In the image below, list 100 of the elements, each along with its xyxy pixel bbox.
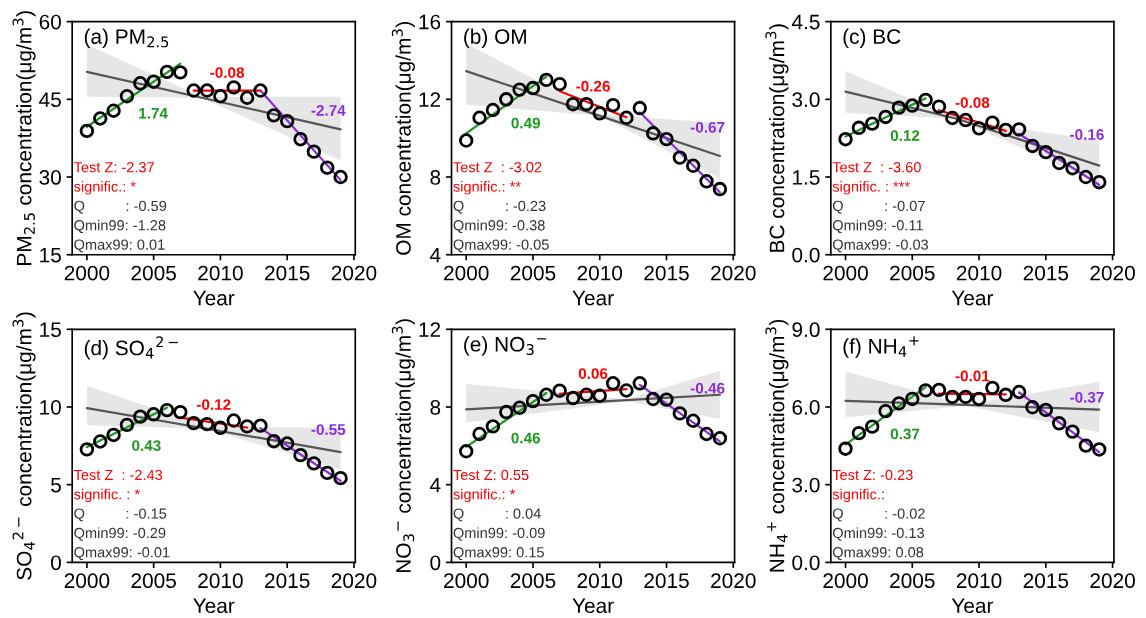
x-tick-label: 2010 [577, 573, 623, 589]
annotation: -2.74 [311, 104, 346, 116]
annotation: Q : -0.02 [832, 508, 925, 522]
x-axis-title: Year [193, 290, 235, 306]
x-tick-label: 2020 [711, 573, 756, 589]
annotation: Q : -0.59 [74, 200, 167, 214]
y-tick-label: 1.5 [793, 170, 820, 185]
y-tick-label: 0 [51, 555, 61, 571]
x-tick-label: 2010 [956, 265, 1002, 281]
y-tick-label: 8 [430, 170, 441, 185]
annotation: Qmax99: -0.05 [453, 239, 549, 253]
y-tick-label: 45 [39, 92, 61, 108]
annotation: 0.49 [511, 117, 541, 129]
annotation: signific. : *** [832, 181, 910, 195]
annotation: Qmax99: -0.01 [74, 547, 170, 561]
x-tick-label: 2020 [1090, 573, 1135, 589]
x-tick-label: 2010 [956, 573, 1002, 589]
y-axis-title: PM$_{2.5}$ concentration(μg/m$^{3}$) [12, 11, 36, 265]
x-tick-label: 2005 [131, 573, 176, 589]
y-tick-label: 12 [419, 92, 441, 107]
x-tick-label: 2020 [711, 265, 756, 281]
x-tick-label: 2000 [444, 573, 489, 589]
chart-title: (b) OM [464, 28, 526, 49]
annotation: -0.16 [1070, 129, 1104, 140]
x-tick-label: 2015 [1023, 573, 1069, 589]
y-tick-label: 30 [39, 170, 61, 185]
x-tick-label: 2005 [510, 573, 556, 589]
x-tick-label: 2005 [890, 573, 935, 589]
x-tick-label: 2015 [1023, 265, 1069, 281]
x-axis-title: Year [951, 598, 994, 614]
y-tick-label: 4.5 [791, 14, 820, 30]
annotation: Qmin99: -0.38 [453, 219, 545, 234]
x-tick-label: 2020 [1090, 265, 1135, 281]
x-axis-title: Year [193, 598, 235, 614]
x-tick-label: 2005 [890, 265, 935, 281]
x-tick-label: 2020 [331, 573, 377, 589]
y-tick-label: 15 [40, 322, 61, 338]
x-tick-label: 2000 [64, 265, 110, 281]
annotation: signific.: [832, 488, 884, 503]
annotation: -0.01 [955, 370, 990, 382]
annotation: Q : -0.15 [74, 508, 167, 522]
annotation: -0.67 [690, 121, 725, 133]
annotation: -0.08 [210, 67, 245, 78]
annotation: -0.55 [311, 424, 346, 435]
x-tick-label: 2015 [644, 573, 689, 589]
y-tick-label: 12 [419, 322, 441, 337]
chart-title: (a) PM$_{2.5}$ [84, 28, 169, 49]
x-tick-label: 2005 [131, 265, 176, 281]
annotation: Test Z: -0.23 [832, 469, 913, 481]
y-axis-title: NO$_{3}$$^{−}$ concentration(μg/m$^{3}$) [391, 319, 415, 573]
annotation: signific.: * [453, 488, 516, 503]
annotation: Qmin99: -1.28 [74, 219, 166, 234]
x-tick-label: 2010 [577, 265, 623, 281]
annotation: Q : 0.04 [453, 508, 541, 522]
y-tick-label: 5 [51, 477, 61, 493]
y-tick-label: 9.0 [792, 322, 820, 338]
y-tick-label: 10 [40, 399, 61, 415]
y-tick-label: 0 [430, 555, 441, 571]
x-tick-label: 2015 [644, 265, 689, 281]
y-axis-title: OM concentration(μg/m$^{3}$) [391, 21, 415, 255]
y-tick-label: 16 [419, 14, 441, 30]
annotation: Qmax99: 0.15 [453, 547, 544, 561]
annotation: Q : -0.07 [832, 200, 925, 214]
x-tick-label: 2015 [265, 265, 310, 281]
annotation: -0.46 [690, 382, 725, 394]
y-tick-label: 0.0 [792, 247, 820, 263]
y-tick-label: 6.0 [792, 399, 820, 415]
annotation: 1.74 [139, 108, 168, 119]
x-tick-label: 2000 [64, 573, 110, 589]
y-tick-label: 3.0 [792, 92, 820, 108]
annotation: Qmax99: -0.03 [832, 239, 929, 253]
y-tick-label: 4 [429, 247, 441, 263]
annotation: Qmin99: -0.29 [74, 527, 166, 541]
y-tick-label: 3.0 [792, 477, 820, 493]
x-tick-label: 2000 [823, 573, 868, 589]
annotation: Test Z : -2.43 [73, 469, 163, 481]
annotation: -0.12 [196, 399, 231, 410]
chart-title: (c) BC [843, 28, 901, 49]
y-axis-title: NH$_{4}$$^{+}$ concentration(μg/m$^{3}$) [765, 319, 789, 572]
annotation: Qmax99: 0.08 [832, 547, 924, 561]
x-axis-title: Year [572, 290, 614, 306]
annotation: Qmin99: -0.13 [832, 527, 925, 541]
annotation: -0.37 [1070, 391, 1104, 403]
annotation: Test Z : -3.60 [832, 162, 921, 173]
x-tick-label: 2010 [198, 573, 243, 589]
y-tick-label: 15 [40, 247, 61, 263]
annotation: Test Z: -2.37 [73, 162, 154, 173]
annotation: Q : -0.23 [453, 200, 546, 214]
annotation: signific. : * [74, 488, 140, 503]
x-axis-title: Year [951, 290, 994, 306]
annotation: -0.08 [955, 97, 990, 108]
annotation: Qmin99: -0.11 [832, 219, 923, 234]
annotation: Qmax99: 0.01 [74, 239, 165, 253]
annotation: -0.26 [576, 80, 610, 92]
annotation: Qmin99: -0.09 [453, 527, 545, 541]
x-tick-label: 2020 [331, 265, 377, 281]
x-tick-label: 2010 [198, 265, 243, 281]
x-tick-label: 2015 [265, 573, 310, 589]
y-tick-label: 60 [39, 14, 61, 30]
y-tick-label: 8 [430, 399, 441, 415]
